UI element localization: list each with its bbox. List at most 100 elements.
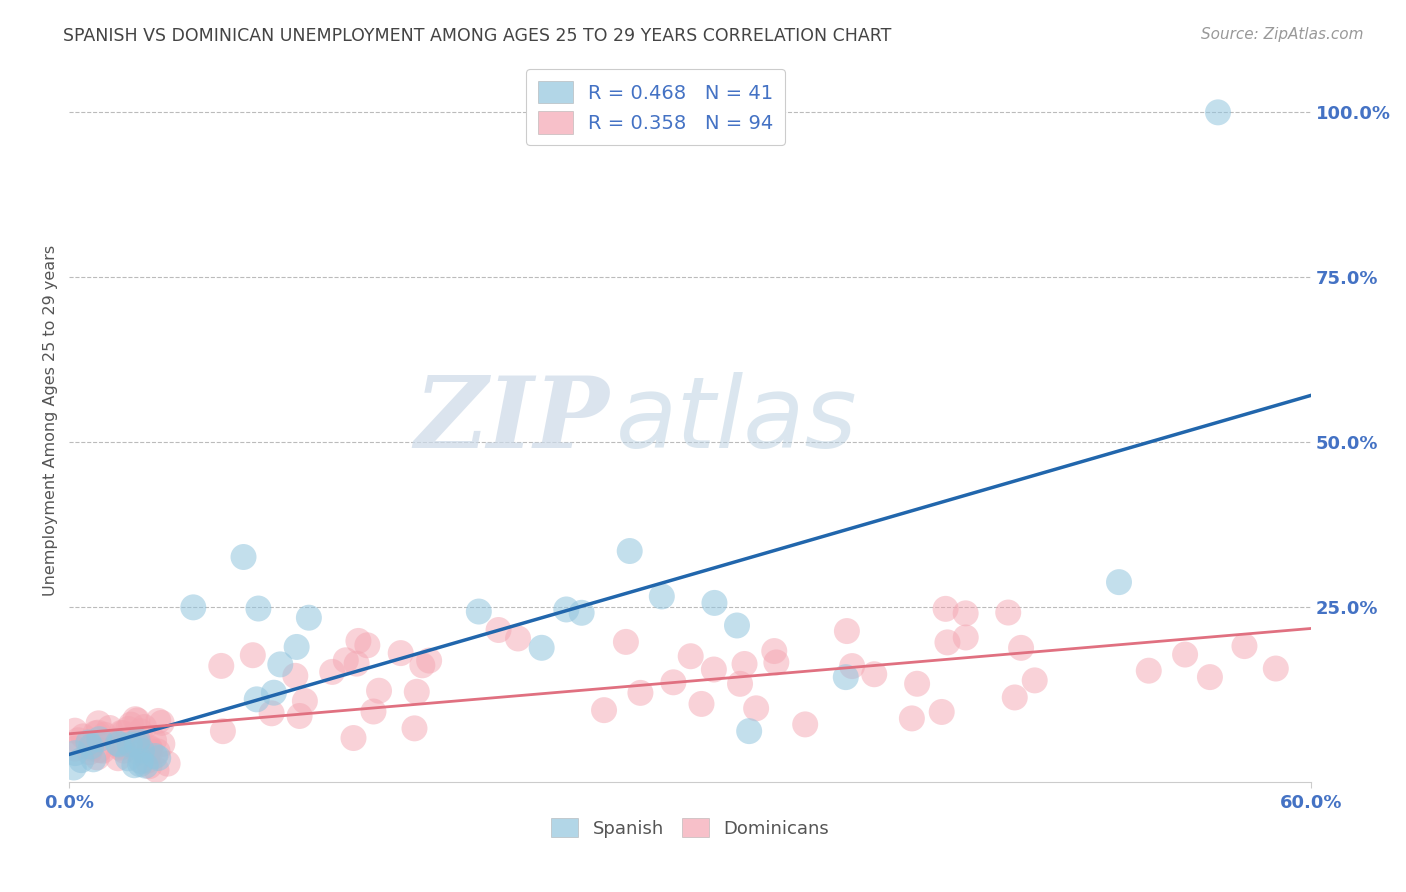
Point [679, 649, 702, 664]
Point [955, 607, 977, 621]
Point [247, 601, 270, 615]
Point [555, 602, 578, 616]
Point [530, 640, 553, 655]
Point [935, 602, 957, 616]
Point [651, 590, 673, 604]
Point [212, 724, 235, 739]
Point [488, 623, 510, 637]
Point [112, 744, 135, 758]
Point [725, 618, 748, 632]
Point [145, 763, 167, 777]
Point [936, 635, 959, 649]
Point [87, 716, 110, 731]
Point [107, 751, 129, 765]
Point [284, 669, 307, 683]
Point [703, 663, 725, 677]
Point [63, 741, 86, 756]
Point [765, 656, 787, 670]
Point [298, 610, 321, 624]
Point [835, 624, 858, 638]
Point [763, 644, 786, 658]
Point [111, 739, 134, 754]
Point [288, 709, 311, 723]
Point [418, 654, 440, 668]
Point [294, 694, 316, 708]
Point [468, 605, 491, 619]
Point [260, 706, 283, 721]
Point [411, 658, 433, 673]
Point [342, 731, 364, 745]
Point [131, 744, 153, 758]
Point [63, 723, 86, 738]
Point [117, 751, 139, 765]
Point [117, 722, 139, 736]
Point [1206, 105, 1229, 120]
Point [242, 648, 264, 663]
Point [129, 754, 152, 768]
Point [87, 725, 110, 739]
Point [98, 721, 121, 735]
Point [734, 657, 756, 671]
Point [148, 751, 170, 765]
Point [368, 683, 391, 698]
Point [72, 730, 94, 744]
Text: SPANISH VS DOMINICAN UNEMPLOYMENT AMONG AGES 25 TO 29 YEARS CORRELATION CHART: SPANISH VS DOMINICAN UNEMPLOYMENT AMONG … [63, 27, 891, 45]
Point [138, 759, 160, 773]
Point [143, 733, 166, 747]
Point [129, 757, 152, 772]
Point [1004, 690, 1026, 705]
Point [89, 732, 111, 747]
Point [80, 739, 103, 754]
Point [84, 726, 107, 740]
Point [1137, 664, 1160, 678]
Point [356, 638, 378, 652]
Point [905, 677, 928, 691]
Point [131, 741, 153, 756]
Point [745, 701, 768, 715]
Point [614, 635, 637, 649]
Point [997, 606, 1019, 620]
Point [1233, 639, 1256, 653]
Point [405, 685, 427, 699]
Point [1264, 661, 1286, 675]
Point [139, 742, 162, 756]
Point [70, 753, 93, 767]
Point [335, 653, 357, 667]
Point [955, 631, 977, 645]
Point [150, 737, 173, 751]
Point [146, 744, 169, 758]
Point [108, 740, 131, 755]
Point [1174, 648, 1197, 662]
Point [246, 692, 269, 706]
Point [134, 720, 156, 734]
Point [124, 758, 146, 772]
Point [263, 686, 285, 700]
Point [835, 670, 858, 684]
Point [150, 715, 173, 730]
Point [125, 737, 148, 751]
Point [77, 735, 100, 749]
Point [135, 758, 157, 772]
Point [63, 746, 86, 760]
Point [389, 646, 412, 660]
Text: atlas: atlas [616, 372, 858, 469]
Point [690, 697, 713, 711]
Point [1199, 670, 1222, 684]
Point [593, 703, 616, 717]
Point [67, 733, 90, 747]
Point [209, 659, 232, 673]
Point [1108, 575, 1130, 590]
Text: ZIP: ZIP [415, 372, 609, 469]
Point [321, 665, 343, 679]
Point [662, 675, 685, 690]
Point [127, 733, 149, 747]
Point [87, 743, 110, 757]
Point [506, 632, 529, 646]
Point [619, 544, 641, 558]
Point [138, 740, 160, 755]
Point [93, 728, 115, 742]
Point [347, 634, 370, 648]
Point [841, 659, 863, 673]
Point [232, 549, 254, 564]
Point [156, 756, 179, 771]
